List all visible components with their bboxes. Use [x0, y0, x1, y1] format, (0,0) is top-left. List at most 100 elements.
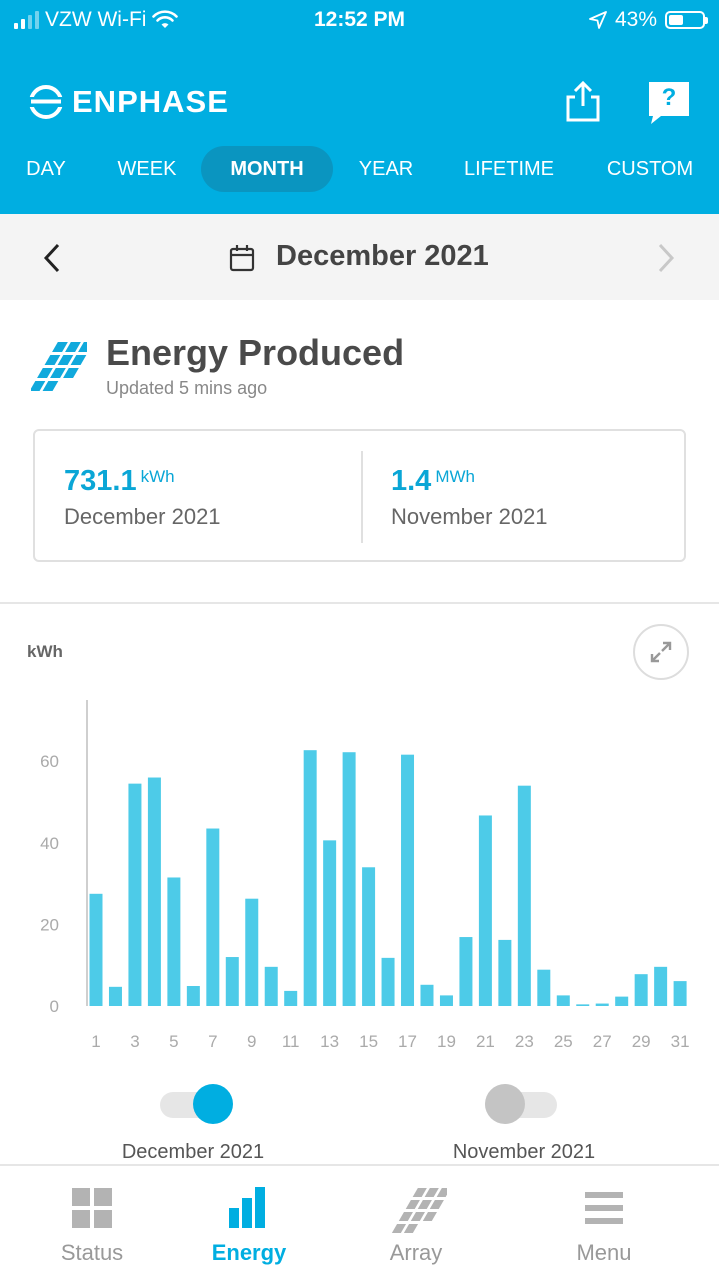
status-right: 43%	[589, 8, 708, 32]
nav-menu[interactable]: Menu	[514, 1166, 694, 1282]
bar-day-20[interactable]	[459, 937, 473, 1006]
period-tabs: DAY WEEK MONTH YEAR LIFETIME CUSTOM	[0, 146, 719, 192]
x-tick-label: 17	[398, 1032, 417, 1051]
nav-energy-label: Energy	[211, 1240, 287, 1265]
tab-day[interactable]: DAY	[26, 158, 66, 180]
bar-day-7[interactable]	[206, 828, 220, 1006]
tab-month[interactable]: MONTH	[201, 146, 333, 192]
bar-day-29[interactable]	[634, 974, 648, 1006]
x-tick-label: 21	[476, 1032, 495, 1051]
bar-day-9[interactable]	[245, 898, 259, 1006]
x-tick-label: 7	[208, 1032, 217, 1051]
updated-timestamp: Updated 5 mins ago	[106, 378, 268, 398]
toggle-knob	[485, 1084, 525, 1124]
bar-day-16[interactable]	[381, 957, 395, 1006]
toggle-current-label: December 2021	[121, 1141, 265, 1163]
chevron-right-icon[interactable]	[654, 242, 678, 274]
tab-year[interactable]: YEAR	[358, 158, 414, 180]
bar-day-12[interactable]	[303, 750, 317, 1006]
y-tick-label: 0	[50, 997, 59, 1016]
current-period-metric: 731.1 kWh December 2021	[64, 465, 221, 530]
bar-day-8[interactable]	[225, 957, 239, 1006]
bar-day-18[interactable]	[420, 984, 434, 1006]
x-tick-label: 23	[515, 1032, 534, 1051]
bar-day-6[interactable]	[186, 986, 200, 1006]
bar-day-22[interactable]	[498, 939, 512, 1006]
bar-day-27[interactable]	[595, 1003, 609, 1006]
nav-status-label: Status	[60, 1240, 124, 1265]
previous-period-metric: 1.4 MWh November 2021	[391, 465, 548, 530]
nav-energy[interactable]: Energy	[159, 1166, 339, 1282]
bar-day-14[interactable]	[342, 752, 356, 1006]
x-tick-label: 31	[671, 1032, 690, 1051]
calendar-icon	[229, 245, 255, 272]
bar-day-10[interactable]	[264, 966, 278, 1006]
bar-day-25[interactable]	[556, 995, 570, 1006]
bar-day-21[interactable]	[478, 815, 492, 1006]
previous-period: November 2021	[391, 504, 548, 529]
clock: 12:52 PM	[313, 8, 406, 31]
brand-name: ENPHASE	[72, 84, 229, 119]
bar-day-13[interactable]	[323, 840, 337, 1006]
toggle-knob	[193, 1084, 233, 1124]
tab-lifetime[interactable]: LIFETIME	[463, 158, 554, 180]
bar-day-24[interactable]	[537, 969, 551, 1006]
enphase-logo-icon	[28, 85, 64, 119]
card-divider	[361, 451, 363, 543]
bar-day-2[interactable]	[108, 986, 122, 1006]
chart-y-axis-unit: kWh	[27, 642, 63, 661]
bar-day-19[interactable]	[439, 995, 453, 1006]
bar-day-11[interactable]	[284, 990, 298, 1006]
bar-day-15[interactable]	[362, 867, 376, 1006]
cellular-signal-icon	[14, 11, 39, 29]
wifi-icon	[152, 10, 179, 28]
share-icon[interactable]	[561, 80, 605, 124]
bar-day-28[interactable]	[615, 996, 629, 1006]
grid-icon	[72, 1188, 112, 1228]
nav-menu-label: Menu	[576, 1240, 632, 1265]
bar-day-4[interactable]	[147, 777, 161, 1006]
date-navigator: December 2021	[0, 214, 719, 300]
x-tick-label: 1	[91, 1032, 100, 1051]
toggle-current-period[interactable]	[160, 1084, 233, 1124]
current-period: December 2021	[64, 504, 221, 529]
section-title: Energy Produced	[106, 332, 405, 373]
nav-status[interactable]: Status	[2, 1166, 182, 1282]
bar-day-3[interactable]	[128, 783, 142, 1006]
bar-day-26[interactable]	[576, 1004, 590, 1006]
status-bar: VZW Wi-Fi 12:52 PM 43%	[0, 0, 719, 40]
date-label[interactable]: December 2021	[276, 240, 489, 272]
bar-day-17[interactable]	[401, 754, 415, 1006]
toggle-previous-period[interactable]	[485, 1084, 557, 1124]
hamburger-icon	[585, 1192, 623, 1224]
bar-day-31[interactable]	[673, 981, 687, 1006]
y-tick-label: 40	[40, 834, 59, 853]
enphase-logo: ENPHASE	[28, 84, 229, 120]
nav-array[interactable]: Array	[326, 1166, 506, 1282]
tab-week[interactable]: WEEK	[117, 158, 177, 180]
battery-icon	[665, 11, 708, 29]
expand-icon	[650, 641, 672, 663]
tab-custom[interactable]: CUSTOM	[606, 158, 694, 180]
bar-day-1[interactable]	[89, 893, 103, 1006]
x-tick-label: 3	[130, 1032, 139, 1051]
x-tick-label: 15	[359, 1032, 378, 1051]
current-unit: kWh	[140, 467, 175, 486]
section-divider	[0, 602, 719, 604]
x-tick-label: 13	[320, 1032, 339, 1051]
help-icon[interactable]: ?	[647, 80, 691, 124]
bottom-navigation: Status Energy Array Menu	[0, 1164, 719, 1282]
top-bar: VZW Wi-Fi 12:52 PM 43% ENPHASE	[0, 0, 719, 214]
expand-chart-button[interactable]	[633, 624, 689, 680]
bar-day-30[interactable]	[654, 966, 668, 1006]
battery-percent: 43%	[614, 8, 657, 31]
chevron-left-icon[interactable]	[40, 242, 64, 274]
bar-day-5[interactable]	[167, 877, 181, 1006]
summary-card: 731.1 kWh December 2021 1.4 MWh November 2…	[33, 429, 686, 562]
bar-day-23[interactable]	[517, 785, 531, 1006]
carrier-info: VZW Wi-Fi	[14, 8, 179, 32]
help-glyph: ?	[661, 84, 677, 111]
previous-value: 1.4	[391, 465, 432, 497]
location-arrow-icon	[589, 11, 607, 29]
